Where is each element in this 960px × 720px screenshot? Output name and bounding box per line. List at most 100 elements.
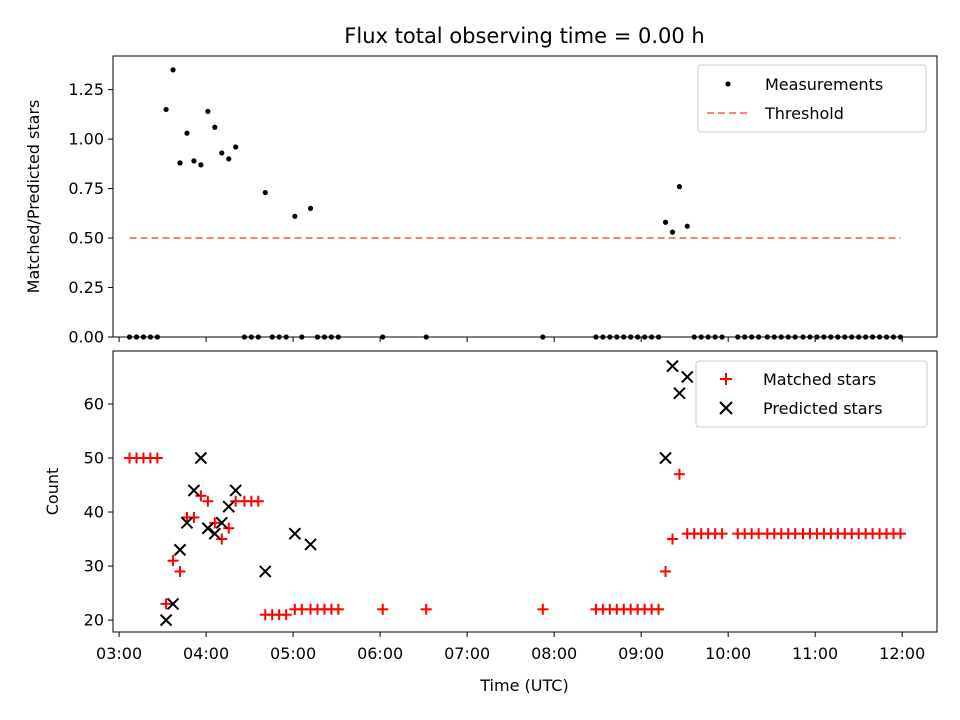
measurement-point — [170, 67, 176, 73]
y-tick-label: 0.50 — [68, 229, 104, 248]
top-y-axis-label: Matched/Predicted stars — [24, 100, 43, 294]
predicted-star-marker — [673, 386, 686, 400]
predicted-star-marker — [215, 516, 228, 530]
measurement-point — [292, 213, 298, 219]
matched-star-marker — [420, 603, 432, 615]
predicted-star-marker — [201, 522, 215, 535]
matched-star-marker — [280, 609, 292, 621]
measurement-point — [163, 106, 169, 113]
measurement-point — [226, 156, 232, 162]
top-axes-frame — [112, 55, 938, 338]
measurement-point — [198, 162, 204, 168]
matched-star-marker — [202, 495, 214, 507]
x-tick-label: 05:00 — [270, 644, 316, 663]
matched-star-marker — [209, 517, 221, 529]
matched-star-marker — [195, 490, 207, 502]
measurement-point — [233, 144, 239, 150]
legend-matched-marker — [720, 373, 732, 385]
measurement-point — [662, 219, 669, 225]
matched-star-marker — [894, 528, 906, 540]
bottom-x-axis: 03:00 04:00 05:00 06:00 07:00 08:00 09:00 10:00… — [96, 632, 925, 663]
predicted-star-marker — [208, 527, 222, 540]
y-tick-label: 30 — [84, 557, 104, 576]
predicted-star-marker — [288, 527, 302, 540]
x-tick-label: 08:00 — [531, 644, 577, 663]
legend-predicted-marker — [719, 401, 733, 415]
predicted-star-marker — [173, 543, 187, 557]
matched-star-marker — [216, 533, 228, 545]
measurement-point — [307, 205, 314, 211]
measurement-point — [177, 160, 183, 166]
legend-matched-label: Matched stars — [763, 370, 876, 389]
x-tick-label: 04:00 — [183, 644, 229, 663]
matched-star-marker — [653, 603, 665, 615]
y-tick-label: 50 — [84, 448, 104, 467]
matched-star-marker — [167, 555, 179, 567]
predicted-star-marker — [681, 370, 694, 384]
matched-star-marker — [174, 565, 186, 577]
matched-star-marker — [160, 598, 172, 610]
bottom-legend: Matched stars Predicted stars — [695, 360, 928, 428]
measurement-point — [262, 189, 268, 196]
bottom-legend-box — [695, 360, 928, 428]
x-tick-label: 11:00 — [792, 644, 838, 663]
predicted-star-marker — [194, 451, 208, 465]
matched-star-marker — [252, 495, 264, 507]
matched-star-marker — [223, 522, 235, 534]
measurement-point — [191, 158, 197, 164]
matched-star-marker — [377, 603, 389, 615]
x-tick-label: 09:00 — [618, 644, 664, 663]
y-tick-label: 0.75 — [68, 179, 104, 198]
x-tick-label: 03:00 — [96, 644, 142, 663]
bottom-y-axis-label: Count — [43, 468, 62, 516]
predicted-star-marker — [222, 500, 235, 513]
x-axis-label: Time (UTC) — [479, 676, 568, 695]
predicted-star-marker — [159, 613, 173, 627]
matched-star-marker — [537, 603, 549, 615]
x-tick-label: 10:00 — [705, 644, 751, 663]
measurement-point — [676, 184, 683, 190]
top-y-axis: 0.00 0.25 0.50 0.75 1.00 1.25 — [68, 80, 113, 347]
y-tick-label: 20 — [84, 611, 104, 630]
top-x-axis — [118, 337, 903, 342]
matched-star-marker — [151, 452, 163, 464]
matched-star-marker — [660, 565, 672, 577]
measurement-point — [219, 150, 225, 156]
chart-title: Flux total observing time = 0.00 h — [344, 24, 704, 48]
y-tick-label: 1.00 — [68, 130, 104, 149]
x-tick-label: 12:00 — [879, 644, 925, 663]
top-legend-box — [697, 64, 927, 133]
predicted-star-marker — [659, 451, 672, 465]
predicted-star-marker — [304, 538, 317, 551]
bottom-axes-frame — [112, 350, 938, 633]
matched-star-marker — [673, 468, 685, 480]
matched-star-marker — [332, 603, 344, 615]
predicted-star-marker — [166, 597, 180, 611]
predicted-star-marker — [229, 484, 242, 497]
y-tick-label: 40 — [84, 503, 104, 522]
y-tick-label: 0.00 — [68, 328, 104, 347]
y-tick-label: 0.25 — [68, 278, 104, 297]
predicted-star-marker — [187, 484, 201, 497]
matched-star-marker — [666, 533, 678, 545]
y-tick-label: 1.25 — [68, 80, 104, 99]
predicted-star-marker — [259, 565, 272, 578]
predicted-star-marker — [666, 359, 679, 373]
x-tick-label: 07:00 — [444, 644, 490, 663]
measurement-point — [184, 130, 190, 136]
legend-measurements-marker — [725, 81, 731, 87]
top-legend: Measurements Threshold — [697, 64, 927, 133]
measurement-point — [669, 229, 676, 235]
y-tick-label: 60 — [84, 394, 104, 413]
measurement-point — [212, 124, 218, 130]
predicted-star-marker — [180, 516, 194, 530]
matched-star-marker — [188, 511, 200, 523]
legend-threshold-label: Threshold — [764, 104, 844, 123]
bottom-y-axis: 20 30 40 50 60 — [84, 394, 113, 630]
matched-star-marker — [716, 528, 728, 540]
bottom-marks — [124, 359, 906, 627]
measurement-point — [684, 223, 690, 229]
legend-predicted-label: Predicted stars — [763, 399, 883, 418]
legend-measurements-label: Measurements — [765, 75, 883, 94]
